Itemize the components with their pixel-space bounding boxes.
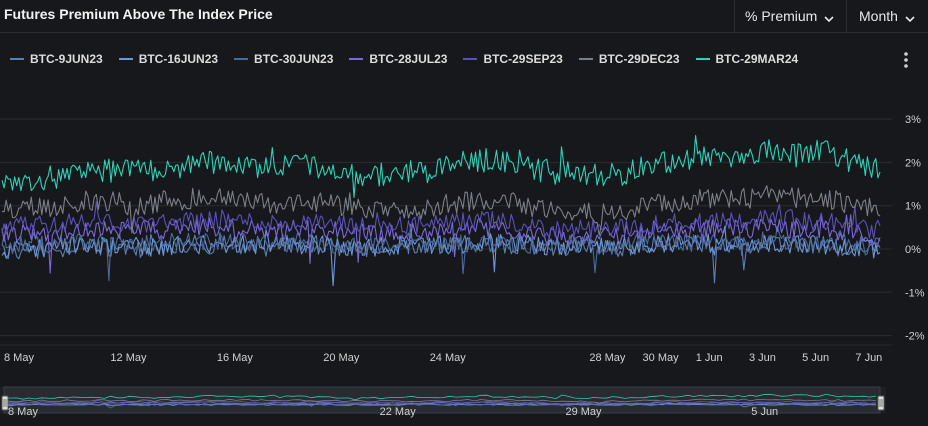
- legend-label: BTC-29MAR24: [715, 52, 799, 66]
- legend-label: BTC-29DEC23: [598, 52, 680, 66]
- legend-swatch: [118, 58, 133, 60]
- x-tick-label: 12 May: [110, 352, 147, 364]
- series-line: [1, 200, 881, 244]
- legend-item[interactable]: BTC-29DEC23: [578, 52, 680, 66]
- metric-dropdown[interactable]: % Premium: [734, 0, 846, 32]
- x-tick-label: 28 May: [589, 352, 626, 364]
- x-tick-label: 24 May: [430, 352, 467, 364]
- x-tick-label: 20 May: [323, 352, 360, 364]
- legend-item[interactable]: BTC-9JUN23: [10, 52, 103, 66]
- legend-swatch: [10, 58, 24, 60]
- legend-label: BTC-29SEP23: [483, 52, 563, 66]
- legend-item[interactable]: BTC-30JUN23: [234, 52, 333, 66]
- chart-legend: BTC-9JUN23 BTC-16JUN23 BTC-30JUN23 BTC-28JU…: [0, 48, 890, 70]
- more-vertical-icon[interactable]: [898, 50, 914, 70]
- legend-label: BTC-16JUN23: [138, 52, 219, 66]
- navigator-tick-label: 5 Jun: [751, 406, 778, 418]
- x-tick-label: 1 Jun: [696, 352, 723, 364]
- navigator-line: [3, 398, 876, 405]
- series-group: [1, 134, 881, 287]
- navigator-tick-label: 29 May: [565, 406, 602, 418]
- navigator-tick-label: 8 May: [8, 406, 38, 418]
- x-tick-label: 7 Jun: [855, 352, 882, 364]
- y-tick-label: 1%: [905, 201, 921, 213]
- legend-label: BTC-9JUN23: [30, 52, 103, 66]
- chart-title: Futures Premium Above The Index Price: [4, 6, 273, 22]
- period-dropdown-label: Month: [859, 8, 898, 24]
- legend-label: BTC-28JUL23: [369, 52, 448, 66]
- y-tick-label: -2%: [905, 331, 925, 343]
- x-tick-label: 5 Jun: [802, 352, 829, 364]
- navigator-series: [3, 393, 876, 409]
- x-tick-label: 3 Jun: [749, 352, 776, 364]
- series-line: [1, 134, 881, 198]
- legend-item[interactable]: BTC-16JUN23: [118, 52, 219, 66]
- series-line: [1, 185, 881, 236]
- navigator-line: [3, 401, 876, 407]
- chevron-down-icon: [824, 11, 834, 23]
- navigator-line: [3, 402, 876, 409]
- range-handle-icon[interactable]: [1, 395, 9, 411]
- period-dropdown[interactable]: Month: [846, 0, 928, 32]
- legend-swatch: [349, 58, 364, 60]
- series-line: [1, 225, 881, 287]
- legend-item[interactable]: BTC-29MAR24: [695, 52, 799, 66]
- x-tick-label: 8 May: [4, 352, 34, 364]
- y-tick-label: -1%: [905, 287, 925, 299]
- navigator-line: [3, 399, 876, 405]
- legend-swatch: [578, 58, 593, 60]
- y-tick-label: 0%: [905, 244, 921, 256]
- y-tick-label: 2%: [905, 157, 921, 169]
- legend-item[interactable]: BTC-28JUL23: [349, 52, 447, 66]
- legend-swatch: [463, 58, 478, 60]
- range-handle-icon[interactable]: [877, 395, 885, 411]
- y-tick-label: 3%: [905, 114, 921, 126]
- metric-dropdown-label: % Premium: [745, 8, 818, 24]
- legend-item[interactable]: BTC-29SEP23: [463, 52, 563, 66]
- x-tick-label: 30 May: [643, 352, 680, 364]
- series-line: [1, 225, 881, 282]
- legend-swatch: [234, 58, 249, 60]
- series-line: [1, 223, 881, 284]
- navigator-window[interactable]: [3, 386, 881, 414]
- legend-label: BTC-30JUN23: [254, 52, 334, 66]
- x-tick-label: 16 May: [217, 352, 254, 364]
- chart-header: Futures Premium Above The Index Price % …: [0, 0, 928, 33]
- chevron-down-icon: [905, 11, 915, 23]
- navigator-line: [3, 393, 876, 401]
- navigator-tick-label: 22 May: [380, 406, 417, 418]
- legend-swatch: [695, 58, 710, 60]
